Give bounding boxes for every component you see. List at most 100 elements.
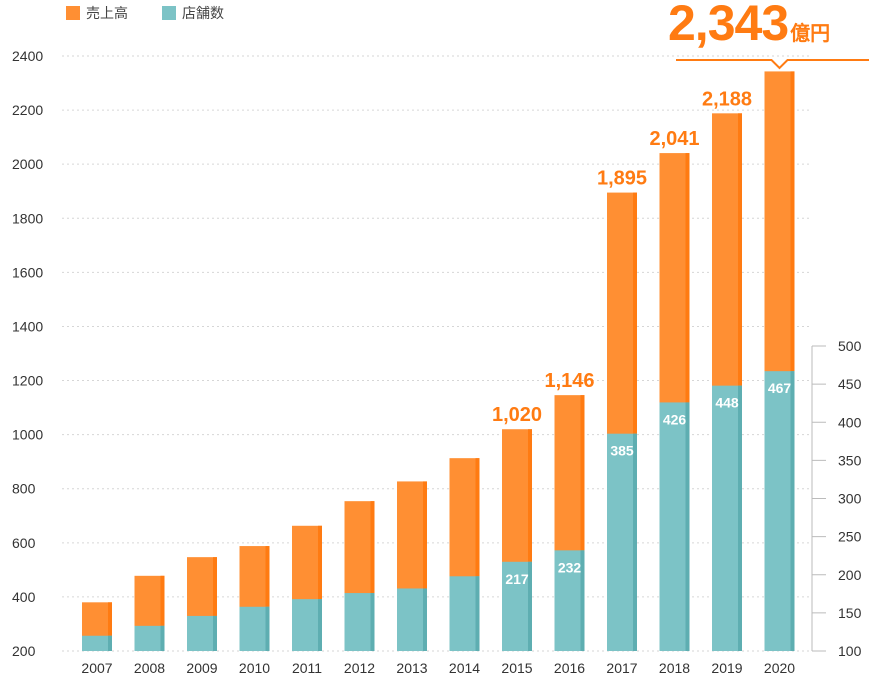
x-tick-label: 2018 <box>659 660 690 676</box>
stores-bar-edge <box>580 550 585 651</box>
stores-bar <box>554 550 585 651</box>
stores-value-label: 426 <box>663 411 687 427</box>
callout-value: 2,343 <box>668 0 789 51</box>
stores-bar-edge <box>213 615 217 651</box>
callout-unit: 億円 <box>790 21 831 45</box>
x-tick-label: 2007 <box>81 660 112 676</box>
right-tick-label: 150 <box>838 605 862 621</box>
x-tick-label: 2015 <box>501 660 532 676</box>
x-tick-label: 2008 <box>134 660 165 676</box>
left-tick-label: 2200 <box>12 102 43 118</box>
right-tick-label: 400 <box>838 414 862 430</box>
stores-bar <box>397 588 427 651</box>
stores-bar <box>292 599 322 651</box>
total-callout: 2,343 億円 <box>668 0 830 52</box>
legend-swatch-sales <box>66 6 80 20</box>
sales-bar-edge <box>108 602 112 651</box>
left-tick-label: 800 <box>12 481 36 497</box>
sales-bar-edge <box>580 395 585 651</box>
x-tick-label: 2019 <box>711 660 742 676</box>
stores-bar <box>82 635 112 651</box>
stores-value-label: 232 <box>558 559 582 575</box>
sales-bar-edge <box>370 501 375 651</box>
left-tick-label: 1200 <box>12 373 43 389</box>
stores-bar-edge <box>265 606 270 651</box>
left-tick-label: 600 <box>12 535 36 551</box>
left-tick-label: 2000 <box>12 156 43 172</box>
sales-bar-edge <box>738 113 742 651</box>
stores-bar <box>764 371 795 651</box>
stores-bar <box>502 561 532 651</box>
sales-bar-edge <box>685 153 690 651</box>
stores-value-label: 448 <box>715 395 739 411</box>
sales-bar-edge <box>475 458 480 651</box>
x-tick-label: 2017 <box>606 660 637 676</box>
stores-bar <box>239 606 270 651</box>
stores-bar-edge <box>790 371 795 651</box>
sales-bar-edge <box>528 429 532 651</box>
legend-label-sales: 売上高 <box>86 6 128 22</box>
x-tick-label: 2014 <box>449 660 480 676</box>
sales-bar-edge <box>423 481 427 651</box>
left-tick-label: 200 <box>12 643 36 659</box>
stores-bar <box>712 385 742 651</box>
stores-bar-edge <box>738 385 742 651</box>
left-tick-label: 1600 <box>12 264 43 280</box>
sales-bar-edge <box>265 546 270 651</box>
sales-bar-edge <box>213 557 217 651</box>
legend-item-stores: 店舗数 <box>162 3 224 23</box>
stores-value-label: 217 <box>505 571 529 587</box>
left-tick-label: 400 <box>12 589 36 605</box>
sales-bar-edge <box>633 192 637 652</box>
right-tick-label: 350 <box>838 452 862 468</box>
x-tick-label: 2020 <box>764 660 795 676</box>
stores-bar <box>607 433 637 651</box>
x-tick-label: 2012 <box>344 660 375 676</box>
sales-value-label: 1,020 <box>492 404 542 426</box>
x-tick-label: 2016 <box>554 660 585 676</box>
stores-bar-edge <box>423 588 427 651</box>
stores-bar-edge <box>160 625 165 651</box>
right-tick-label: 500 <box>838 338 862 354</box>
stores-bar-edge <box>108 635 112 651</box>
left-tick-label: 1000 <box>12 427 43 443</box>
sales-value-label: 1,146 <box>544 370 594 392</box>
sales-value-label: 1,895 <box>597 168 647 190</box>
stores-bar-edge <box>528 561 532 651</box>
legend-swatch-stores <box>162 6 176 20</box>
x-tick-label: 2011 <box>292 660 322 676</box>
stores-bar <box>659 402 690 651</box>
stores-bar <box>187 615 217 651</box>
right-tick-label: 300 <box>838 491 862 507</box>
x-tick-label: 2009 <box>186 660 217 676</box>
left-tick-label: 1400 <box>12 318 43 334</box>
stores-value-label: 467 <box>768 380 792 396</box>
x-tick-label: 2013 <box>396 660 427 676</box>
stores-bar-edge <box>633 433 637 651</box>
sales-value-label: 2,041 <box>649 128 699 150</box>
left-tick-label: 1800 <box>12 210 43 226</box>
legend: 売上高 店舗数 <box>66 3 224 23</box>
stores-bar-edge <box>475 576 480 651</box>
stores-bar <box>344 593 375 651</box>
right-tick-label: 450 <box>838 376 862 392</box>
legend-item-sales: 売上高 <box>66 3 128 23</box>
sales-value-label: 2,188 <box>702 88 752 110</box>
sales-bar-edge <box>160 575 165 651</box>
sales-bar-edge <box>318 525 322 651</box>
stores-bar <box>134 625 165 651</box>
stores-bar-edge <box>685 402 690 651</box>
right-tick-label: 250 <box>838 529 862 545</box>
sales-bar-edge <box>790 71 795 652</box>
x-tick-label: 2010 <box>239 660 270 676</box>
right-tick-label: 100 <box>838 643 862 659</box>
stores-bar-edge <box>318 599 322 651</box>
stores-bar <box>449 576 480 651</box>
legend-label-stores: 店舗数 <box>182 6 224 22</box>
callout-bracket <box>676 59 869 70</box>
left-tick-label: 2400 <box>12 48 43 64</box>
stores-bar-edge <box>370 593 375 651</box>
stores-value-label: 385 <box>610 443 634 459</box>
right-tick-label: 200 <box>838 567 862 583</box>
